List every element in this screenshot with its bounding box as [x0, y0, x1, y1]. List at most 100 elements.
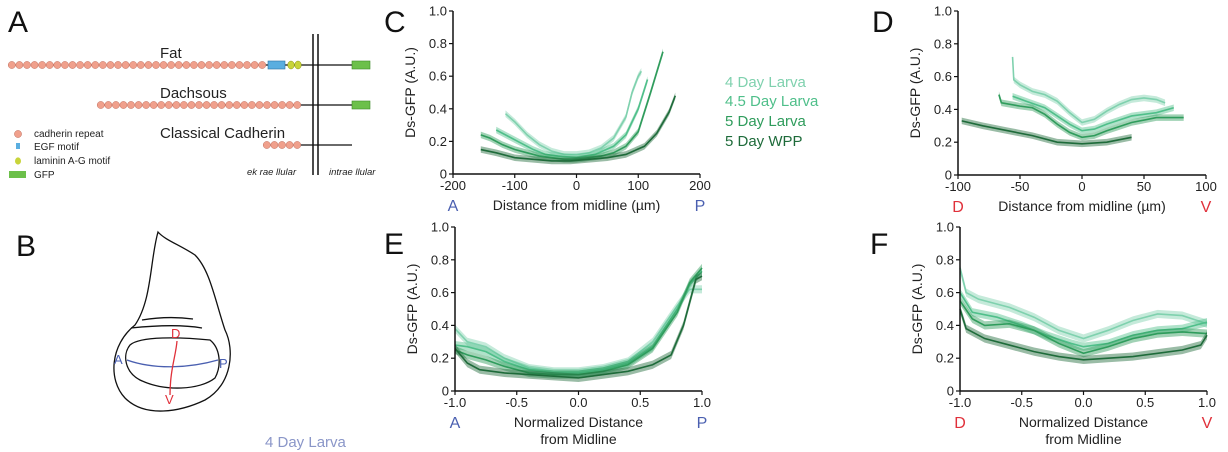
cadherin-repeat-icon [182, 61, 191, 69]
legend-gfp: GFP [34, 170, 55, 181]
y-tick-label: 0.6 [429, 69, 447, 84]
cadherin-repeat-icon [278, 101, 286, 109]
b-p-label: P [219, 356, 228, 371]
axis-end-label-right: P [695, 198, 706, 215]
error-band-4 [480, 92, 676, 165]
dachsous-label: Dachsous [160, 85, 227, 102]
classical-cadherin-label: Classical Cadherin [160, 125, 285, 142]
laminin-motif-icon [287, 60, 295, 70]
panel-label-c: C [384, 6, 406, 39]
chart-f: 0 0.2 0.4 0.6 0.8 1.0 -1.0 -0.5 0.0 0.5 1.0 Ds-GFP … [909, 220, 1216, 448]
y-axis-label: Ds-GFP (A.U.) [402, 47, 418, 138]
x-tick-label: -0.5 [506, 395, 528, 410]
x-tick-label: 1.0 [1198, 395, 1216, 410]
cadherin-repeat-icon [190, 61, 198, 69]
series-line-4 [480, 95, 677, 162]
x-tick-label: 200 [689, 178, 711, 193]
error-band-2 [960, 288, 1207, 351]
error-band-1 [960, 263, 1207, 343]
y-tick-label: 1.0 [431, 220, 449, 235]
cadherin-repeat-icon [61, 61, 69, 69]
chart-d: 0 0.2 0.4 0.6 0.8 1.0 -100 -50 0 50 100 Ds-GFP (A.U… [907, 4, 1217, 217]
y-tick-label: 1.0 [936, 220, 954, 235]
extracellular-label: ek rae llular [247, 167, 297, 178]
panel-label-a: A [8, 6, 28, 39]
cadherin-repeat-icon [250, 61, 259, 69]
cadherin-repeat-icon [134, 101, 143, 109]
y-tick-label: 0.2 [936, 351, 954, 366]
x-axis-label-line2: from Midline [540, 431, 616, 447]
cadherin-repeat-icon [220, 61, 229, 69]
y-tick-label: 0.8 [431, 252, 449, 267]
y-tick-label: 0 [945, 168, 952, 183]
series-line-1 [1011, 56, 1166, 124]
y-tick-label: 0.8 [429, 36, 447, 51]
error-band-4 [961, 117, 1132, 148]
cadherin-repeat-icon [104, 101, 113, 109]
panel-label-b: B [16, 230, 36, 263]
x-tick-label: 50 [1137, 179, 1151, 194]
x-axis-label: Normalized Distance [1019, 414, 1148, 430]
b-v-label: V [165, 392, 174, 407]
cadherin-repeat-icon [164, 101, 173, 109]
legend-laminin: laminin A-G motif [34, 156, 110, 167]
legend-4-day-larva: 4 Day Larva [725, 74, 807, 91]
cadherin-repeat-icon [180, 101, 188, 109]
cadherin-repeat-icon [53, 61, 62, 69]
y-tick-label: 0.2 [431, 351, 449, 366]
cadherin-repeat-icon [7, 61, 16, 69]
egf-motif-icon [16, 143, 20, 149]
egf-motif-icon [267, 60, 286, 70]
x-tick-label: 0.0 [569, 395, 587, 410]
cadherin-repeat-icon [83, 61, 92, 69]
cadherin-repeat-icon [293, 141, 302, 149]
x-tick-label: 0 [1078, 179, 1085, 194]
legend-cadherin: cadherin repeat [34, 129, 104, 140]
legend-5-day-wpp: 5 Day WPP [725, 133, 803, 150]
cadherin-repeat-icon [285, 141, 294, 149]
x-tick-label: -100 [502, 178, 528, 193]
cadherin-repeat-icon [243, 61, 251, 69]
error-band-3 [960, 296, 1207, 358]
x-tick-label: 0.5 [1136, 395, 1154, 410]
cadherin-repeat-icon [129, 61, 138, 69]
y-axis-label: Ds-GFP (A.U.) [907, 48, 923, 139]
y-tick-label: 0.8 [934, 36, 952, 51]
cadherin-repeat-icon [114, 61, 122, 69]
x-tick-label: -1.0 [949, 395, 971, 410]
laminin-motif-icon [294, 60, 302, 70]
legend-5-day-larva: 5 Day Larva [725, 113, 807, 130]
cadherin-repeat-icon [167, 61, 175, 69]
cadherin-repeat-icon [285, 101, 294, 109]
wing-disc-schematic [113, 230, 231, 412]
y-tick-label: 0.2 [934, 135, 952, 150]
cadherin-repeat-icon [144, 61, 153, 69]
cadherin-repeat-icon [263, 101, 271, 109]
y-tick-label: 0 [440, 167, 447, 182]
error-band-2 [1012, 93, 1174, 134]
cadherin-repeat-icon [112, 101, 120, 109]
cadherin-repeat-icon [172, 101, 181, 109]
cadherin-repeat-icon [232, 101, 241, 109]
cadherin-repeat-icon [38, 61, 46, 69]
x-axis-label-line2: from Midline [1045, 431, 1121, 447]
series-line-2 [495, 79, 649, 159]
cadherin-repeat-icon [23, 61, 31, 69]
chart-e: 0 0.2 0.4 0.6 0.8 1.0 -1.0 -0.5 0.0 0.5 1.0 Ds-GFP … [404, 220, 711, 448]
cadherin-repeat-icon [142, 101, 150, 109]
series-line-3 [959, 300, 1208, 355]
fold-line [130, 325, 203, 329]
series-line-4 [959, 308, 1208, 361]
cut-off-label: 4 Day Larva [265, 434, 347, 451]
cadherin-repeat-icon [106, 61, 115, 69]
cadherin-repeat-icon [205, 61, 213, 69]
y-tick-label: 0.4 [934, 102, 952, 117]
cadherin-repeat-icon [119, 101, 128, 109]
series-line-2 [1012, 95, 1174, 132]
cadherin-repeat-icon [293, 101, 302, 109]
error-band-3 [480, 48, 663, 163]
x-axis-label: Normalized Distance [514, 414, 643, 430]
cadherin-repeat-icon [91, 61, 100, 69]
series-line-2 [959, 292, 1208, 348]
x-tick-label: 100 [627, 178, 649, 193]
